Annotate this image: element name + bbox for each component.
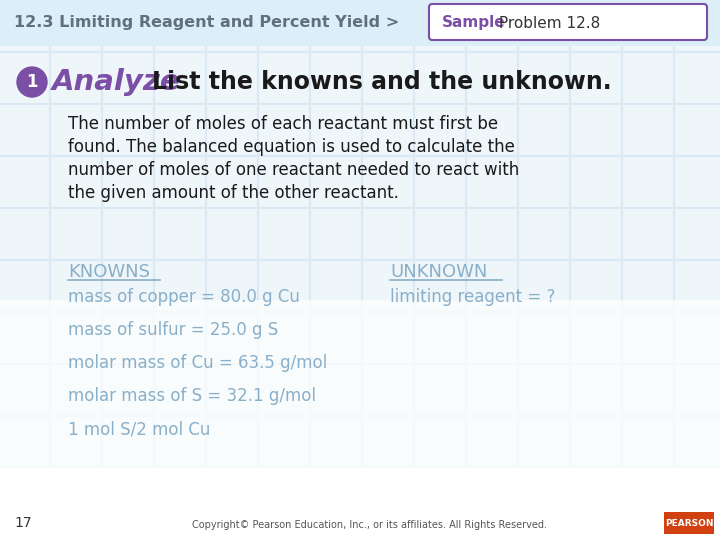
Bar — [362, 260, 413, 311]
Bar — [466, 104, 517, 155]
Bar — [310, 52, 361, 103]
Bar — [570, 104, 621, 155]
Bar — [622, 364, 673, 415]
Text: 17: 17 — [14, 516, 32, 530]
Bar — [50, 52, 101, 103]
Bar — [622, 208, 673, 259]
Bar — [466, 364, 517, 415]
Bar — [414, 156, 465, 207]
Bar — [362, 156, 413, 207]
Bar — [0, 104, 49, 155]
Bar — [414, 52, 465, 103]
Bar — [674, 156, 720, 207]
Text: The number of moles of each reactant must first be: The number of moles of each reactant mus… — [68, 115, 498, 133]
Bar — [466, 0, 517, 51]
Bar — [154, 52, 205, 103]
Bar — [622, 156, 673, 207]
Text: number of moles of one reactant needed to react with: number of moles of one reactant needed t… — [68, 161, 519, 179]
Bar — [154, 312, 205, 363]
Bar — [154, 364, 205, 415]
Bar — [466, 260, 517, 311]
Bar — [466, 208, 517, 259]
Bar — [102, 312, 153, 363]
Text: PEARSON: PEARSON — [665, 518, 714, 528]
Bar — [414, 104, 465, 155]
Bar — [50, 260, 101, 311]
Bar — [154, 208, 205, 259]
Bar — [518, 104, 569, 155]
Bar — [258, 260, 309, 311]
Bar — [362, 208, 413, 259]
FancyBboxPatch shape — [0, 300, 720, 540]
Bar — [570, 260, 621, 311]
Bar — [518, 0, 569, 51]
Bar — [258, 156, 309, 207]
Bar — [258, 416, 309, 467]
Bar — [414, 260, 465, 311]
Bar — [0, 260, 49, 311]
Bar — [0, 156, 49, 207]
Text: Copyright© Pearson Education, Inc., or its affiliates. All Rights Reserved.: Copyright© Pearson Education, Inc., or i… — [192, 520, 547, 530]
Bar — [0, 416, 49, 467]
Bar — [154, 416, 205, 467]
Bar — [154, 0, 205, 51]
FancyBboxPatch shape — [0, 0, 720, 46]
Bar — [570, 312, 621, 363]
Text: UNKNOWN: UNKNOWN — [390, 263, 487, 281]
Bar — [674, 0, 720, 51]
Bar — [570, 416, 621, 467]
Bar — [206, 416, 257, 467]
Text: Problem 12.8: Problem 12.8 — [494, 16, 600, 30]
Bar — [310, 208, 361, 259]
Text: 12.3 Limiting Reagent and Percent Yield >: 12.3 Limiting Reagent and Percent Yield … — [14, 16, 405, 30]
Bar — [674, 104, 720, 155]
Bar — [466, 156, 517, 207]
Bar — [310, 0, 361, 51]
Bar — [518, 312, 569, 363]
Bar — [206, 156, 257, 207]
Bar — [206, 312, 257, 363]
Bar — [362, 364, 413, 415]
Bar — [102, 156, 153, 207]
Bar — [50, 416, 101, 467]
Bar — [102, 104, 153, 155]
Bar — [310, 416, 361, 467]
Bar — [258, 208, 309, 259]
Bar — [102, 364, 153, 415]
Bar — [206, 104, 257, 155]
Bar — [414, 208, 465, 259]
Bar — [466, 52, 517, 103]
Bar — [362, 104, 413, 155]
Text: Analyze: Analyze — [52, 68, 211, 96]
Bar — [362, 416, 413, 467]
Bar — [50, 0, 101, 51]
Bar — [570, 364, 621, 415]
Bar — [0, 208, 49, 259]
Bar — [518, 364, 569, 415]
Bar — [414, 0, 465, 51]
Bar — [570, 0, 621, 51]
Bar — [102, 0, 153, 51]
Text: List the knowns and the unknown.: List the knowns and the unknown. — [152, 70, 611, 94]
Bar — [674, 52, 720, 103]
Bar — [310, 260, 361, 311]
Bar — [0, 0, 49, 51]
Bar — [50, 104, 101, 155]
Bar — [518, 416, 569, 467]
Bar — [414, 416, 465, 467]
Bar — [258, 364, 309, 415]
Bar — [570, 208, 621, 259]
Text: 1 mol S/2 mol Cu: 1 mol S/2 mol Cu — [68, 420, 210, 438]
Bar — [622, 52, 673, 103]
Bar — [570, 52, 621, 103]
Bar — [154, 104, 205, 155]
Bar — [102, 416, 153, 467]
Text: KNOWNS: KNOWNS — [68, 263, 150, 281]
Bar — [258, 52, 309, 103]
Bar — [570, 156, 621, 207]
Bar — [362, 0, 413, 51]
Bar — [102, 208, 153, 259]
Bar — [622, 104, 673, 155]
Bar — [0, 312, 49, 363]
